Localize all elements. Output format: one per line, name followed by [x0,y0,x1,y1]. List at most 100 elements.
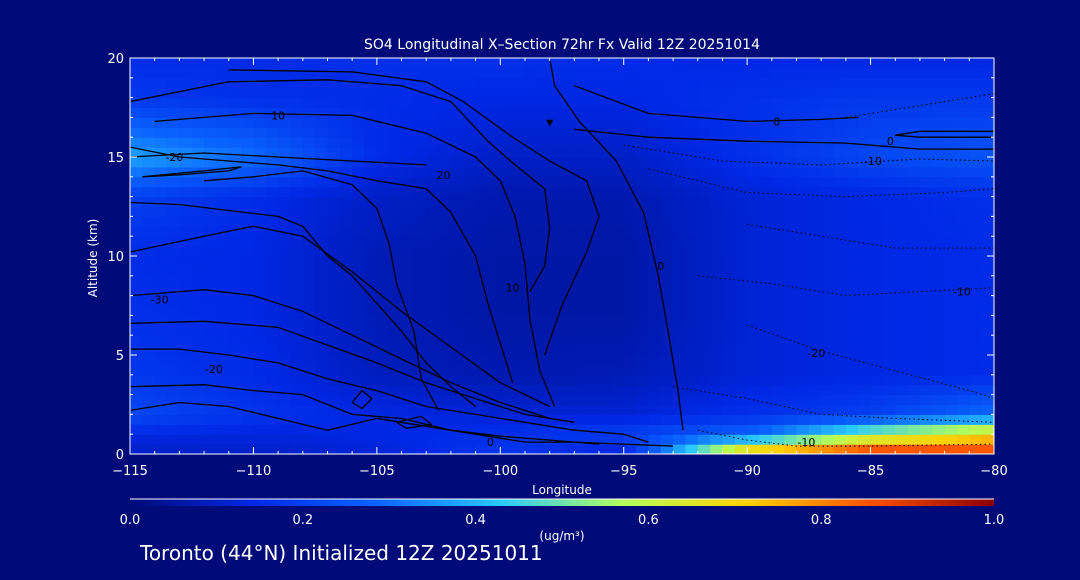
heatmap-cell [734,157,748,168]
heatmap-cell [549,285,563,297]
heatmap-cell [500,275,514,287]
heatmap-cell [154,444,168,454]
heatmap-cell [636,434,649,445]
heatmap-cell [512,186,526,198]
heatmap-cell [747,236,761,247]
heatmap-cell [265,404,279,415]
heatmap-cell [142,285,156,297]
heatmap-cell [142,305,156,316]
heatmap-cell [463,394,477,406]
heatmap-cell [808,206,822,217]
heatmap-cell [167,374,180,386]
heatmap-cell [932,117,946,128]
heatmap-cell [426,295,440,307]
heatmap-cell [710,246,724,257]
heatmap-cell [401,364,415,376]
heatmap-cell [179,384,193,396]
heatmap-cell [364,226,378,237]
heatmap-cell [438,414,452,425]
heatmap-cell [845,444,859,454]
heatmap-cell [327,265,341,277]
heatmap-cell [882,374,896,386]
heatmap-cell [438,157,452,168]
heatmap-cell [673,384,687,396]
heatmap-cell [413,137,427,148]
heatmap-cell [981,335,994,346]
heatmap-cell [697,127,711,138]
contour-label: 0 [887,135,894,148]
heatmap-cell [895,176,909,188]
heatmap-cell [697,97,711,109]
heatmap-cell [895,147,909,158]
heatmap-cell [389,246,403,257]
heatmap-cell [932,97,946,109]
heatmap-cell [747,275,761,287]
heatmap-cell [167,107,180,118]
heatmap-cell [487,157,501,168]
heatmap-cell [352,137,366,148]
heatmap-cell [302,335,316,346]
heatmap-cell [364,166,378,178]
heatmap-cell [771,305,785,316]
heatmap-cell [833,414,847,425]
heatmap-cell [845,206,859,217]
heatmap-cell [364,364,378,376]
heatmap-cell [241,166,255,178]
heatmap-cell [648,206,662,217]
heatmap-cell [241,186,255,198]
heatmap-cell [327,404,341,415]
heatmap-cell [204,414,217,425]
heatmap-cell [352,424,366,435]
heatmap-cell [858,67,872,79]
heatmap-cell [327,58,341,69]
heatmap-cell [722,434,736,445]
heatmap-cell [204,77,217,89]
heatmap-cell [463,305,477,316]
heatmap-cell [389,166,403,178]
heatmap-cell [710,325,724,336]
heatmap-cell [487,355,501,366]
heatmap-cell [524,226,538,237]
heatmap-cell [364,186,378,198]
heatmap-cell [611,305,625,316]
heatmap-cell [845,265,859,277]
heatmap-cell [401,345,415,356]
heatmap-cell [759,117,773,128]
heatmap-cell [278,166,292,178]
heatmap-cell [487,315,501,326]
heatmap-cell [611,295,625,307]
heatmap-cell [599,117,612,128]
heatmap-cell [450,305,464,316]
heatmap-cell [944,444,958,454]
heatmap-cell [352,166,366,178]
heatmap-cell [697,374,711,386]
heatmap-cell [241,137,255,148]
heatmap-cell [130,97,143,109]
heatmap-cell [759,226,773,237]
heatmap-cell [932,58,946,69]
heatmap-cell [845,256,859,267]
heatmap-cell [833,355,847,366]
heatmap-cell [636,166,649,178]
heatmap-cell [154,285,168,297]
heatmap-cell [784,265,798,277]
heatmap-cell [919,127,933,138]
heatmap-cell [167,434,180,445]
heatmap-cell [487,58,501,69]
heatmap-cell [722,58,736,69]
heatmap-cell [376,335,390,346]
heatmap-cell [969,265,983,277]
heatmap-cell [870,305,884,316]
heatmap-cell [401,226,415,237]
heatmap-cell [734,127,748,138]
heatmap-cell [648,345,662,356]
heatmap-cell [389,87,403,99]
heatmap-cell [315,236,329,247]
heatmap-cell [253,236,267,247]
heatmap-cell [500,196,514,208]
heatmap-cell [130,325,143,336]
heatmap-cell [784,176,798,188]
heatmap-cell [648,384,662,396]
heatmap-cell [660,58,674,69]
heatmap-cell [364,374,378,386]
